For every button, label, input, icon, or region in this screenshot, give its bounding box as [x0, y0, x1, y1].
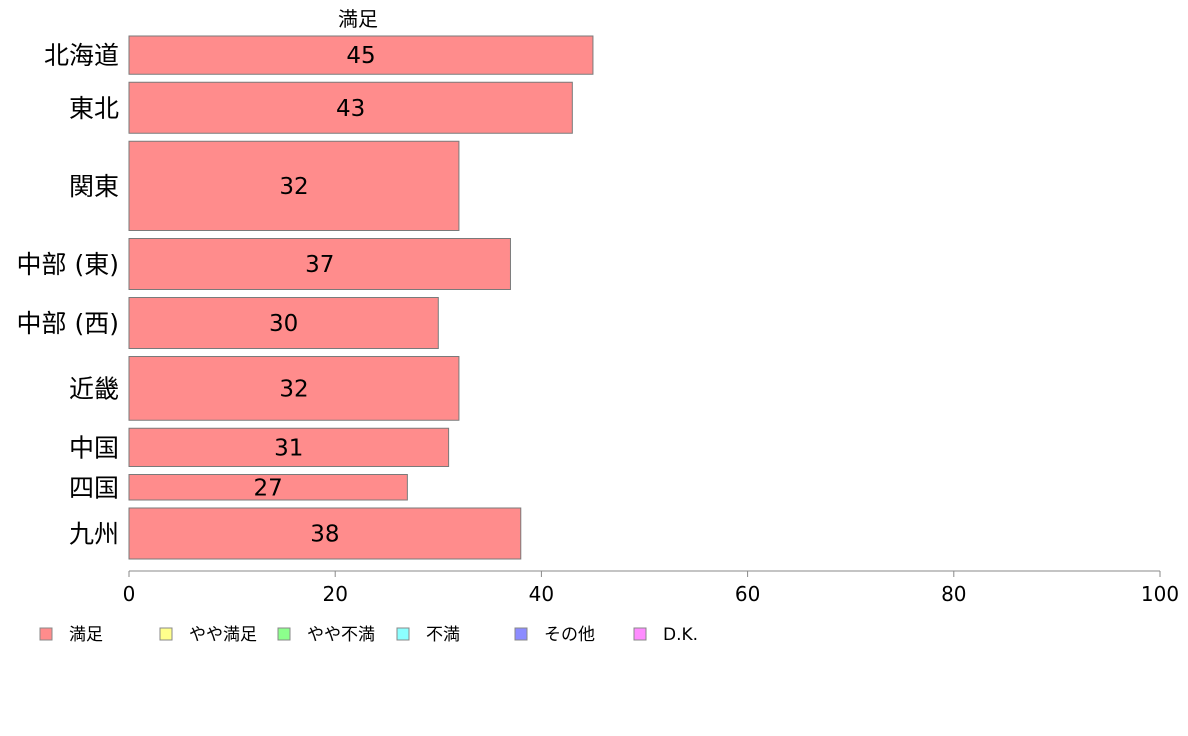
bar-value-label: 32: [279, 174, 308, 200]
legend-swatch: [633, 627, 647, 641]
legend-swatch: [514, 627, 528, 641]
legend-swatch: [159, 627, 173, 641]
bar-value-label: 27: [254, 475, 283, 501]
bar-value-label: 38: [310, 522, 339, 548]
bar-value-label: 31: [274, 435, 303, 461]
bar-value-label: 43: [336, 96, 365, 122]
legend-label: 満足: [69, 625, 103, 645]
x-tick-label: 60: [735, 582, 760, 606]
category-label: 関東: [69, 172, 119, 201]
x-tick-label: 100: [1141, 582, 1179, 606]
bar: [128, 427, 450, 467]
category-label: 近畿: [69, 374, 119, 403]
x-axis: 0 20 40 60 80 100: [123, 570, 1179, 606]
legend-label: やや満足: [189, 625, 257, 645]
legend: 満足 やや満足 やや不満 不満 その他 D.K.: [39, 625, 698, 645]
legend-label: D.K.: [663, 625, 698, 645]
category-label: 中国: [69, 433, 119, 462]
x-tick-label: 20: [322, 582, 347, 606]
category-label: 東北: [69, 94, 119, 123]
x-tick-label: 40: [529, 582, 554, 606]
legend-label: その他: [544, 625, 595, 645]
bar: [128, 297, 439, 349]
bar: [128, 507, 522, 560]
x-tick-label: 0: [123, 582, 136, 606]
legend-swatch: [396, 627, 410, 641]
bar-value-label: 37: [305, 252, 334, 278]
legend-swatch: [277, 627, 291, 641]
bar-value-label: 45: [346, 43, 375, 69]
category-label: 四国: [69, 473, 119, 502]
bar: [128, 35, 594, 75]
bar-value-label: 32: [279, 376, 308, 402]
bar: [128, 356, 460, 421]
series-title: 満足: [338, 7, 378, 31]
category-label: 九州: [69, 520, 119, 549]
bar: [128, 474, 408, 501]
category-label: 北海道: [44, 41, 119, 70]
bar: [128, 238, 511, 290]
bar: [128, 81, 573, 134]
legend-swatch: [39, 627, 53, 641]
category-label: 中部 (東): [17, 250, 119, 279]
category-label: 中部 (西): [17, 309, 119, 338]
bars-group: 45 北海道 43 東北 32 関東 37 中部 (東) 30 中部 (西) 32 近畿 31 中国 27 四…: [17, 35, 594, 560]
bar: [128, 140, 460, 231]
bar-value-label: 30: [269, 311, 298, 337]
legend-label: やや不満: [307, 625, 375, 645]
legend-label: 不満: [426, 625, 460, 645]
x-tick-label: 80: [941, 582, 966, 606]
